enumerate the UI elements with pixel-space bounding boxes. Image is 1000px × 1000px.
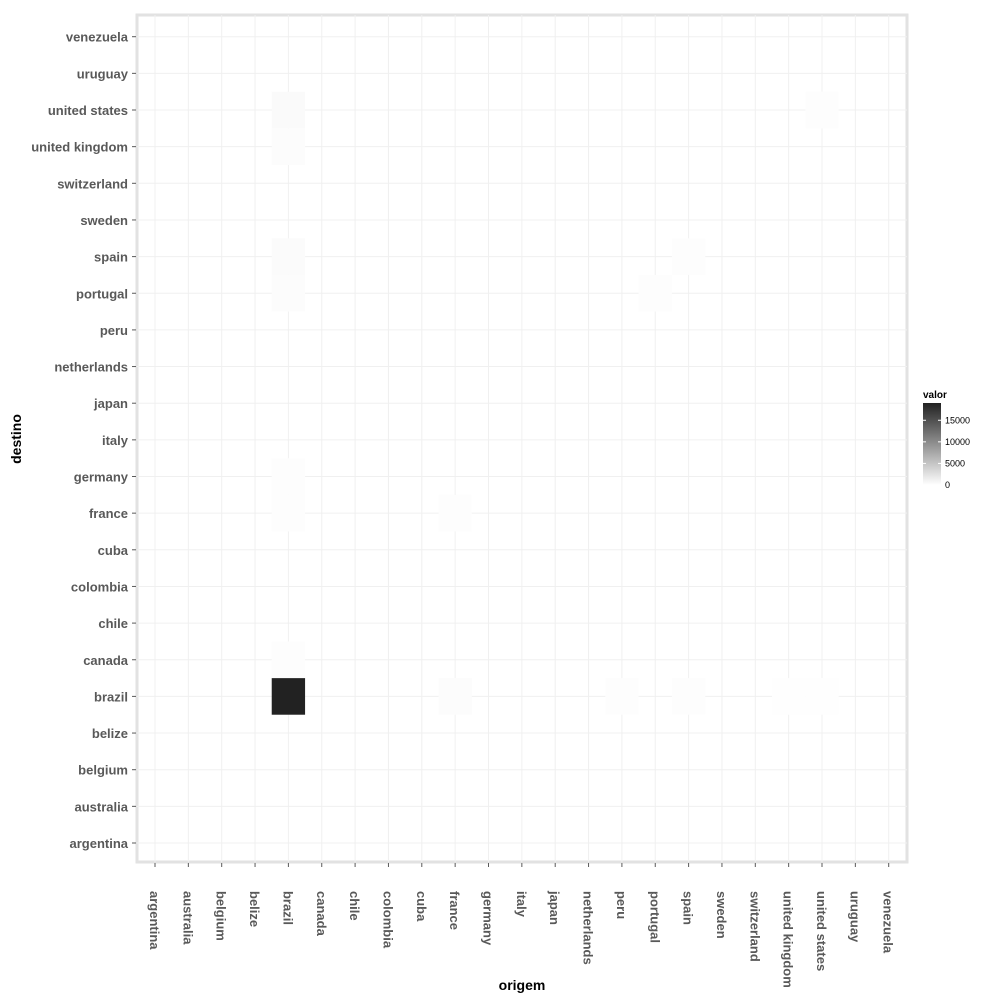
legend-color-bar: [923, 403, 941, 485]
x-tick-label: belize: [247, 891, 262, 927]
legend: valor 0 5000 10000 15000: [923, 390, 970, 490]
y-tick-label: peru: [100, 323, 128, 338]
y-tick-label: netherlands: [54, 360, 128, 375]
x-tick-label: united kingdom: [781, 891, 796, 988]
y-tick-label: argentina: [69, 836, 128, 851]
x-tick-label: canada: [314, 891, 329, 937]
x-tick-label: cuba: [414, 891, 429, 922]
heatmap-cell: [438, 494, 472, 532]
heatmap-cell: [605, 678, 639, 715]
y-tick-label: canada: [83, 653, 129, 668]
x-axis-title: origem: [499, 977, 546, 993]
y-tick-label: uruguay: [77, 66, 129, 81]
heatmap-cell: [271, 641, 306, 679]
x-tick-label: venezuela: [881, 891, 896, 954]
x-tick-label: chile: [347, 891, 362, 921]
y-tick-label: germany: [74, 470, 129, 485]
x-tick-label: colombia: [380, 891, 395, 949]
legend-tick-label: 15000: [945, 415, 970, 425]
y-tick-label: colombia: [71, 579, 129, 594]
heatmap-cell: [671, 238, 706, 275]
y-tick-label: belgium: [78, 763, 128, 778]
y-axis-tick-labels: argentina australia belgium belize brazil can…: [31, 30, 129, 851]
x-tick-label: netherlands: [581, 891, 596, 965]
y-tick-label: spain: [94, 250, 128, 265]
y-tick-label: sweden: [80, 213, 128, 228]
y-axis-title: destino: [8, 414, 24, 464]
x-tick-label: italy: [514, 891, 529, 918]
y-tick-label: united states: [48, 103, 128, 118]
y-tick-label: chile: [98, 616, 128, 631]
x-tick-label: argentina: [147, 891, 162, 950]
heatmap-cell: [438, 678, 472, 715]
x-tick-label: japan: [547, 890, 562, 925]
heatmap-cells: [271, 91, 839, 715]
y-tick-label: cuba: [98, 543, 129, 558]
legend-ticks: 0 5000 10000 15000: [923, 415, 970, 490]
x-tick-label: australia: [180, 891, 195, 945]
y-tick-label: japan: [93, 396, 128, 411]
x-axis-ticks: [154, 863, 890, 867]
heatmap-cell: [271, 91, 306, 129]
heatmap-cell: [271, 494, 306, 532]
y-tick-label: united kingdom: [31, 140, 128, 155]
grid-lines: [137, 15, 907, 862]
x-tick-label: uruguay: [847, 891, 862, 943]
heatmap-cell: [805, 678, 839, 715]
y-tick-label: brazil: [94, 689, 128, 704]
heatmap-cell: [638, 274, 672, 312]
x-tick-label: peru: [614, 891, 629, 919]
x-tick-label: switzerland: [747, 891, 762, 962]
x-tick-label: belgium: [214, 891, 229, 941]
x-tick-label: brazil: [280, 891, 295, 925]
plot-panel: [135, 13, 909, 864]
legend-tick-label: 10000: [945, 437, 970, 447]
x-tick-label: france: [447, 891, 462, 930]
heatmap-cell: [771, 678, 806, 715]
y-tick-label: venezuela: [66, 30, 129, 45]
x-tick-label: sweden: [714, 891, 729, 939]
heatmap-cell: [271, 678, 306, 715]
legend-tick-label: 5000: [945, 458, 965, 468]
x-tick-label: portugal: [647, 891, 662, 943]
y-tick-label: belize: [92, 726, 128, 741]
heatmap-cell: [271, 274, 306, 312]
y-tick-label: italy: [102, 433, 129, 448]
x-tick-label: united states: [814, 891, 829, 971]
x-tick-label: spain: [681, 891, 696, 925]
heatmap-cell: [271, 128, 306, 165]
x-tick-label: germany: [481, 891, 496, 946]
heatmap-cell: [805, 91, 839, 129]
heatmap-cell: [671, 678, 706, 715]
legend-tick-label: 0: [945, 480, 950, 490]
x-axis-tick-labels: argentina australia belgium belize brazil can…: [147, 890, 896, 988]
y-tick-label: australia: [75, 799, 129, 814]
y-tick-label: switzerland: [57, 176, 128, 191]
y-tick-label: france: [89, 506, 128, 521]
y-tick-label: portugal: [76, 286, 128, 301]
heatmap-cell: [271, 458, 306, 495]
y-axis-ticks: [132, 36, 136, 844]
legend-title: valor: [923, 390, 947, 401]
heatmap-cell: [271, 238, 306, 275]
